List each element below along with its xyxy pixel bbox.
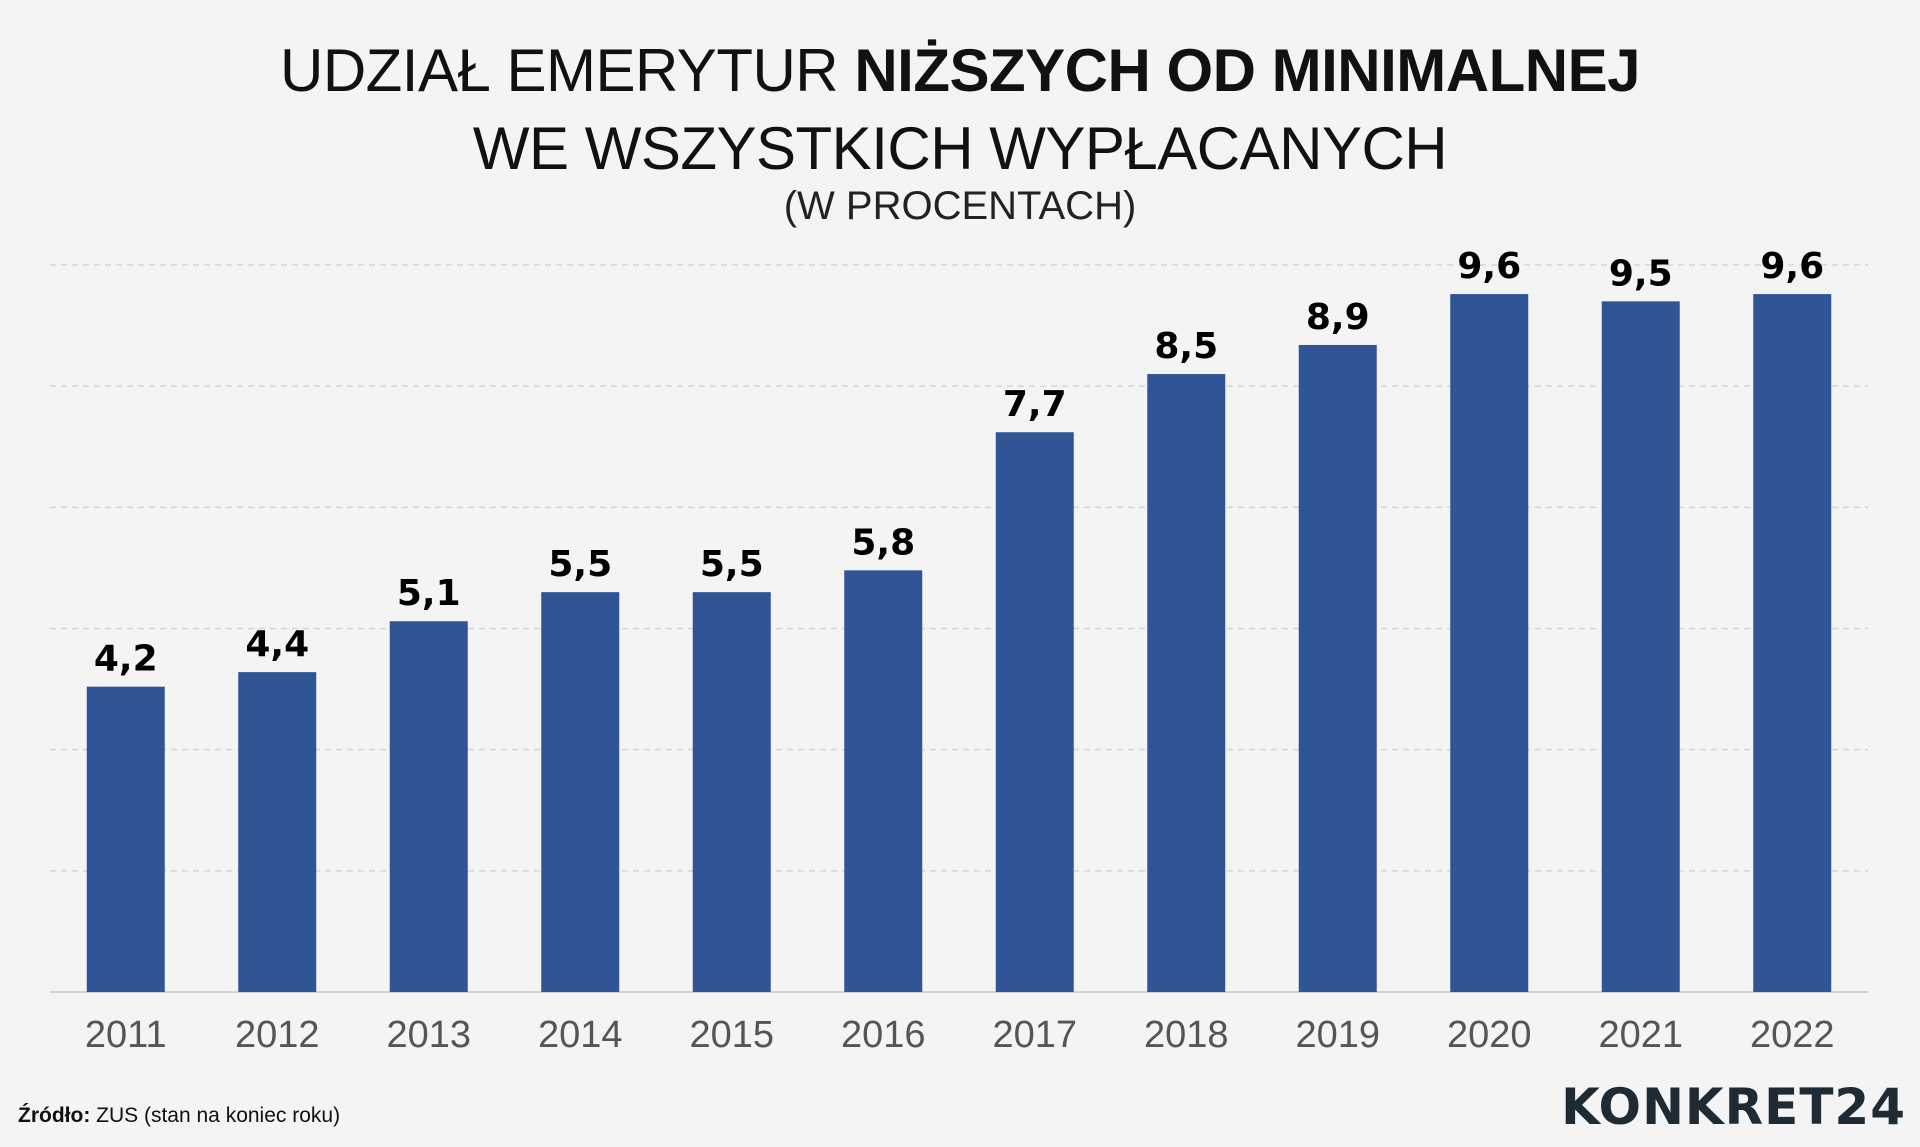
bar-2014 [541, 592, 620, 992]
source-note: Źródło: ZUS (stan na koniec roku) [18, 1104, 340, 1128]
bar-2019 [1298, 344, 1377, 993]
value-label-2018: 8,5 [1154, 326, 1218, 367]
bar-2015 [692, 592, 771, 992]
x-tick-label-2011: 2011 [85, 1014, 167, 1056]
bar-2018 [1147, 374, 1226, 992]
value-label-2012: 4,4 [245, 624, 309, 665]
x-tick-label-2020: 2020 [1447, 1014, 1532, 1056]
chart-title-block: UDZIAŁ EMERYTUR NIŻSZYCH OD MINIMALNEJ W… [0, 36, 1920, 228]
x-tick-label-2015: 2015 [689, 1014, 774, 1056]
x-tick-label-2019: 2019 [1295, 1014, 1380, 1056]
value-label-2015: 5,5 [700, 544, 764, 585]
x-tick-label-2013: 2013 [386, 1014, 471, 1056]
value-label-2017: 7,7 [1003, 384, 1067, 425]
value-label-2011: 4,2 [94, 639, 158, 680]
x-tick-label-2016: 2016 [841, 1014, 926, 1056]
bar-2012 [238, 672, 317, 992]
value-label-2021: 9,5 [1609, 253, 1673, 294]
bar-2020 [1450, 294, 1529, 993]
bar-2017 [995, 432, 1074, 993]
chart-title-line2: WE WSZYSTKICH WYPŁACANYCH [472, 115, 1448, 182]
value-label-2022: 9,6 [1760, 246, 1824, 287]
x-tick-label-2017: 2017 [992, 1014, 1077, 1056]
bar-2013 [389, 621, 468, 992]
konkret24-logo: KONKRET24 [1561, 1078, 1906, 1136]
value-label-2013: 5,1 [397, 573, 461, 614]
bar-2016 [844, 570, 923, 992]
bar-2011 [86, 686, 165, 992]
x-tick-label-2018: 2018 [1144, 1014, 1229, 1056]
title-part1: UDZIAŁ EMERYTUR [280, 37, 855, 104]
x-tick-label-2012: 2012 [235, 1014, 320, 1056]
chart-title: UDZIAŁ EMERYTUR NIŻSZYCH OD MINIMALNEJ [0, 36, 1920, 106]
x-tick-label-2022: 2022 [1750, 1014, 1835, 1056]
chart-subtitle: (W PROCENTACH) [783, 184, 1137, 228]
source-text: ZUS (stan na koniec roku) [90, 1104, 341, 1127]
x-tick-label-2014: 2014 [538, 1014, 623, 1056]
value-label-2014: 5,5 [548, 544, 612, 585]
bar-2021 [1601, 301, 1680, 993]
x-tick-label-2021: 2021 [1598, 1014, 1683, 1056]
source-label: Źródło: [18, 1104, 91, 1127]
value-label-2020: 9,6 [1457, 246, 1521, 287]
bar-2022 [1753, 294, 1832, 993]
value-label-2019: 8,9 [1306, 297, 1370, 338]
value-label-2016: 5,8 [851, 522, 915, 563]
title-part2-bold: NIŻSZYCH OD MINIMALNEJ [854, 37, 1640, 104]
